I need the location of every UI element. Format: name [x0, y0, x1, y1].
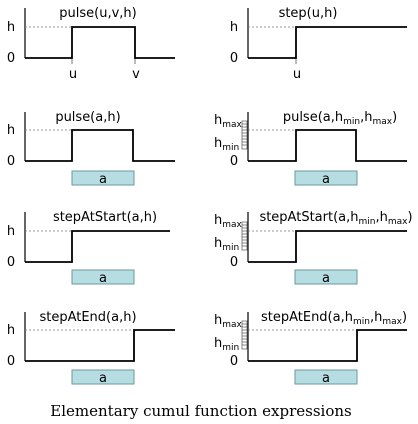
zero-label: 0 — [7, 354, 15, 369]
pulse-signal — [25, 129, 175, 162]
interval-a-box — [294, 269, 358, 285]
hmin-label: hmin — [214, 236, 239, 253]
h-label: h — [7, 123, 15, 138]
interval-a-box — [294, 369, 358, 385]
panel-stepatend-a-hmin-hmax: stepAtEnd(a,hmin,hmax) hmax hmin 0 a — [214, 310, 407, 386]
u-label: u — [69, 67, 77, 82]
interval-a-label: a — [322, 172, 330, 187]
zero-label: 0 — [230, 354, 238, 369]
panel-stepatend-ah: stepAtEnd(a,h) h 0 a — [7, 310, 175, 386]
zero-label: 0 — [230, 154, 238, 169]
interval-a-label: a — [322, 271, 330, 286]
range-hatch-marker — [241, 120, 248, 150]
zero-label: 0 — [7, 154, 15, 169]
step-signal — [248, 230, 407, 263]
panel-title: stepAtEnd(a,h) — [39, 310, 136, 325]
panel-title: pulse(a,hmin,hmax) — [283, 110, 397, 127]
hmax-label: hmax — [214, 213, 243, 230]
step-signal — [248, 329, 407, 362]
pulse-signal — [25, 26, 175, 59]
zero-label: 0 — [7, 51, 15, 66]
panel-pulse-ah: pulse(a,h) h 0 a — [7, 110, 175, 187]
panel-title: pulse(u,v,h) — [59, 6, 136, 21]
hmax-label: hmax — [214, 313, 243, 330]
interval-a-label: a — [99, 371, 107, 386]
interval-a-box — [294, 170, 358, 186]
interval-a-box — [71, 269, 135, 285]
interval-a-label: a — [99, 271, 107, 286]
hmin-label: hmin — [214, 336, 239, 353]
u-label: u — [293, 67, 301, 82]
h-label: h — [7, 20, 15, 35]
interval-a-box — [71, 369, 135, 385]
step-signal — [25, 329, 175, 362]
zero-label: 0 — [230, 51, 238, 66]
zero-label: 0 — [7, 255, 15, 270]
step-signal — [248, 26, 407, 59]
panel-title: pulse(a,h) — [55, 110, 120, 125]
zero-label: 0 — [230, 255, 238, 270]
interval-a-box — [71, 170, 135, 186]
panel-step-uh: step(u,h) h 0 u — [230, 6, 407, 82]
panel-pulse-uvh: pulse(u,v,h) h 0 u v — [7, 6, 175, 82]
interval-a-label: a — [99, 172, 107, 187]
range-hatch-marker — [241, 221, 248, 251]
step-signal — [25, 230, 170, 263]
panel-title: stepAtEnd(a,hmin,hmax) — [261, 310, 407, 327]
v-label: v — [132, 67, 140, 82]
panel-stepatstart-ah: stepAtStart(a,h) h 0 a — [7, 210, 170, 286]
panel-pulse-a-hmin-hmax: pulse(a,hmin,hmax) hmax hmin 0 a — [214, 110, 407, 187]
figure-caption: Elementary cumul function expressions — [50, 402, 351, 420]
panel-title: stepAtStart(a,h) — [53, 210, 157, 225]
interval-a-label: a — [322, 371, 330, 386]
panel-title: step(u,h) — [279, 6, 338, 21]
hmin-label: hmin — [214, 136, 239, 153]
pulse-signal — [248, 129, 407, 162]
h-label: h — [230, 20, 238, 35]
range-hatch-marker — [241, 320, 248, 350]
h-label: h — [7, 224, 15, 239]
h-label: h — [7, 323, 15, 338]
hmax-label: hmax — [214, 113, 243, 130]
panel-title: stepAtStart(a,hmin,hmax) — [259, 210, 412, 227]
panel-stepatstart-a-hmin-hmax: stepAtStart(a,hmin,hmax) hmax hmin 0 a — [214, 210, 413, 286]
